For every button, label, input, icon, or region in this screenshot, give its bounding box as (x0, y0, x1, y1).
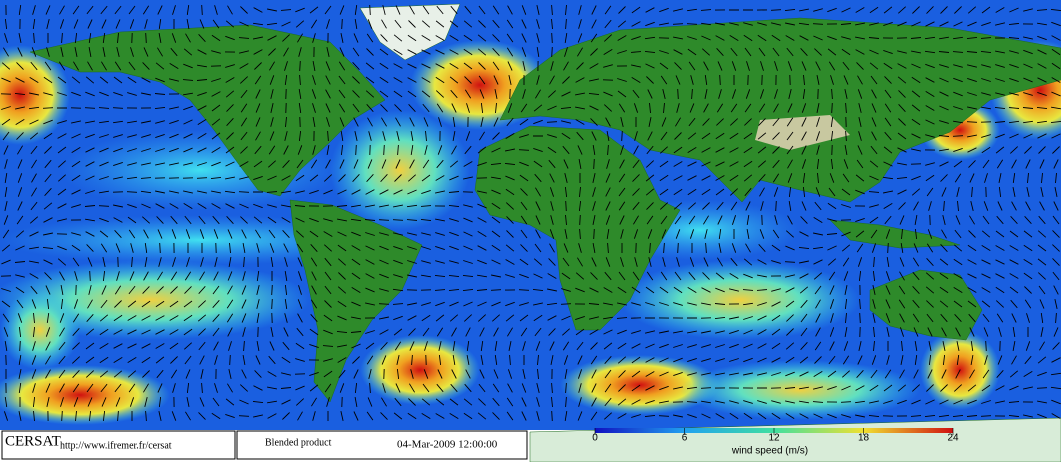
south-america (289, 199, 423, 403)
product: Blended product (265, 437, 332, 448)
indonesia (829, 219, 961, 249)
colorbar-tick-label: 18 (858, 433, 870, 444)
plateau (755, 115, 850, 150)
logo-box (1, 430, 236, 460)
eurasia (499, 17, 1061, 203)
colorbar-tick-label: 0 (592, 433, 598, 444)
product-box (236, 430, 528, 460)
logo: CERSAT (5, 433, 61, 449)
date: 04-Mar-2009 12:00:00 (397, 439, 498, 451)
greenland (359, 3, 461, 61)
colorbar-tick-label: 6 (682, 433, 688, 444)
wind-arrows (0, 4, 1061, 422)
url: http://www.ifremer.fr/cersat (60, 440, 172, 451)
colorbar-tick-label: 24 (947, 433, 959, 444)
colorbar-tick-label: 12 (768, 433, 780, 444)
colorbar-label: wind speed (m/s) (731, 446, 808, 457)
